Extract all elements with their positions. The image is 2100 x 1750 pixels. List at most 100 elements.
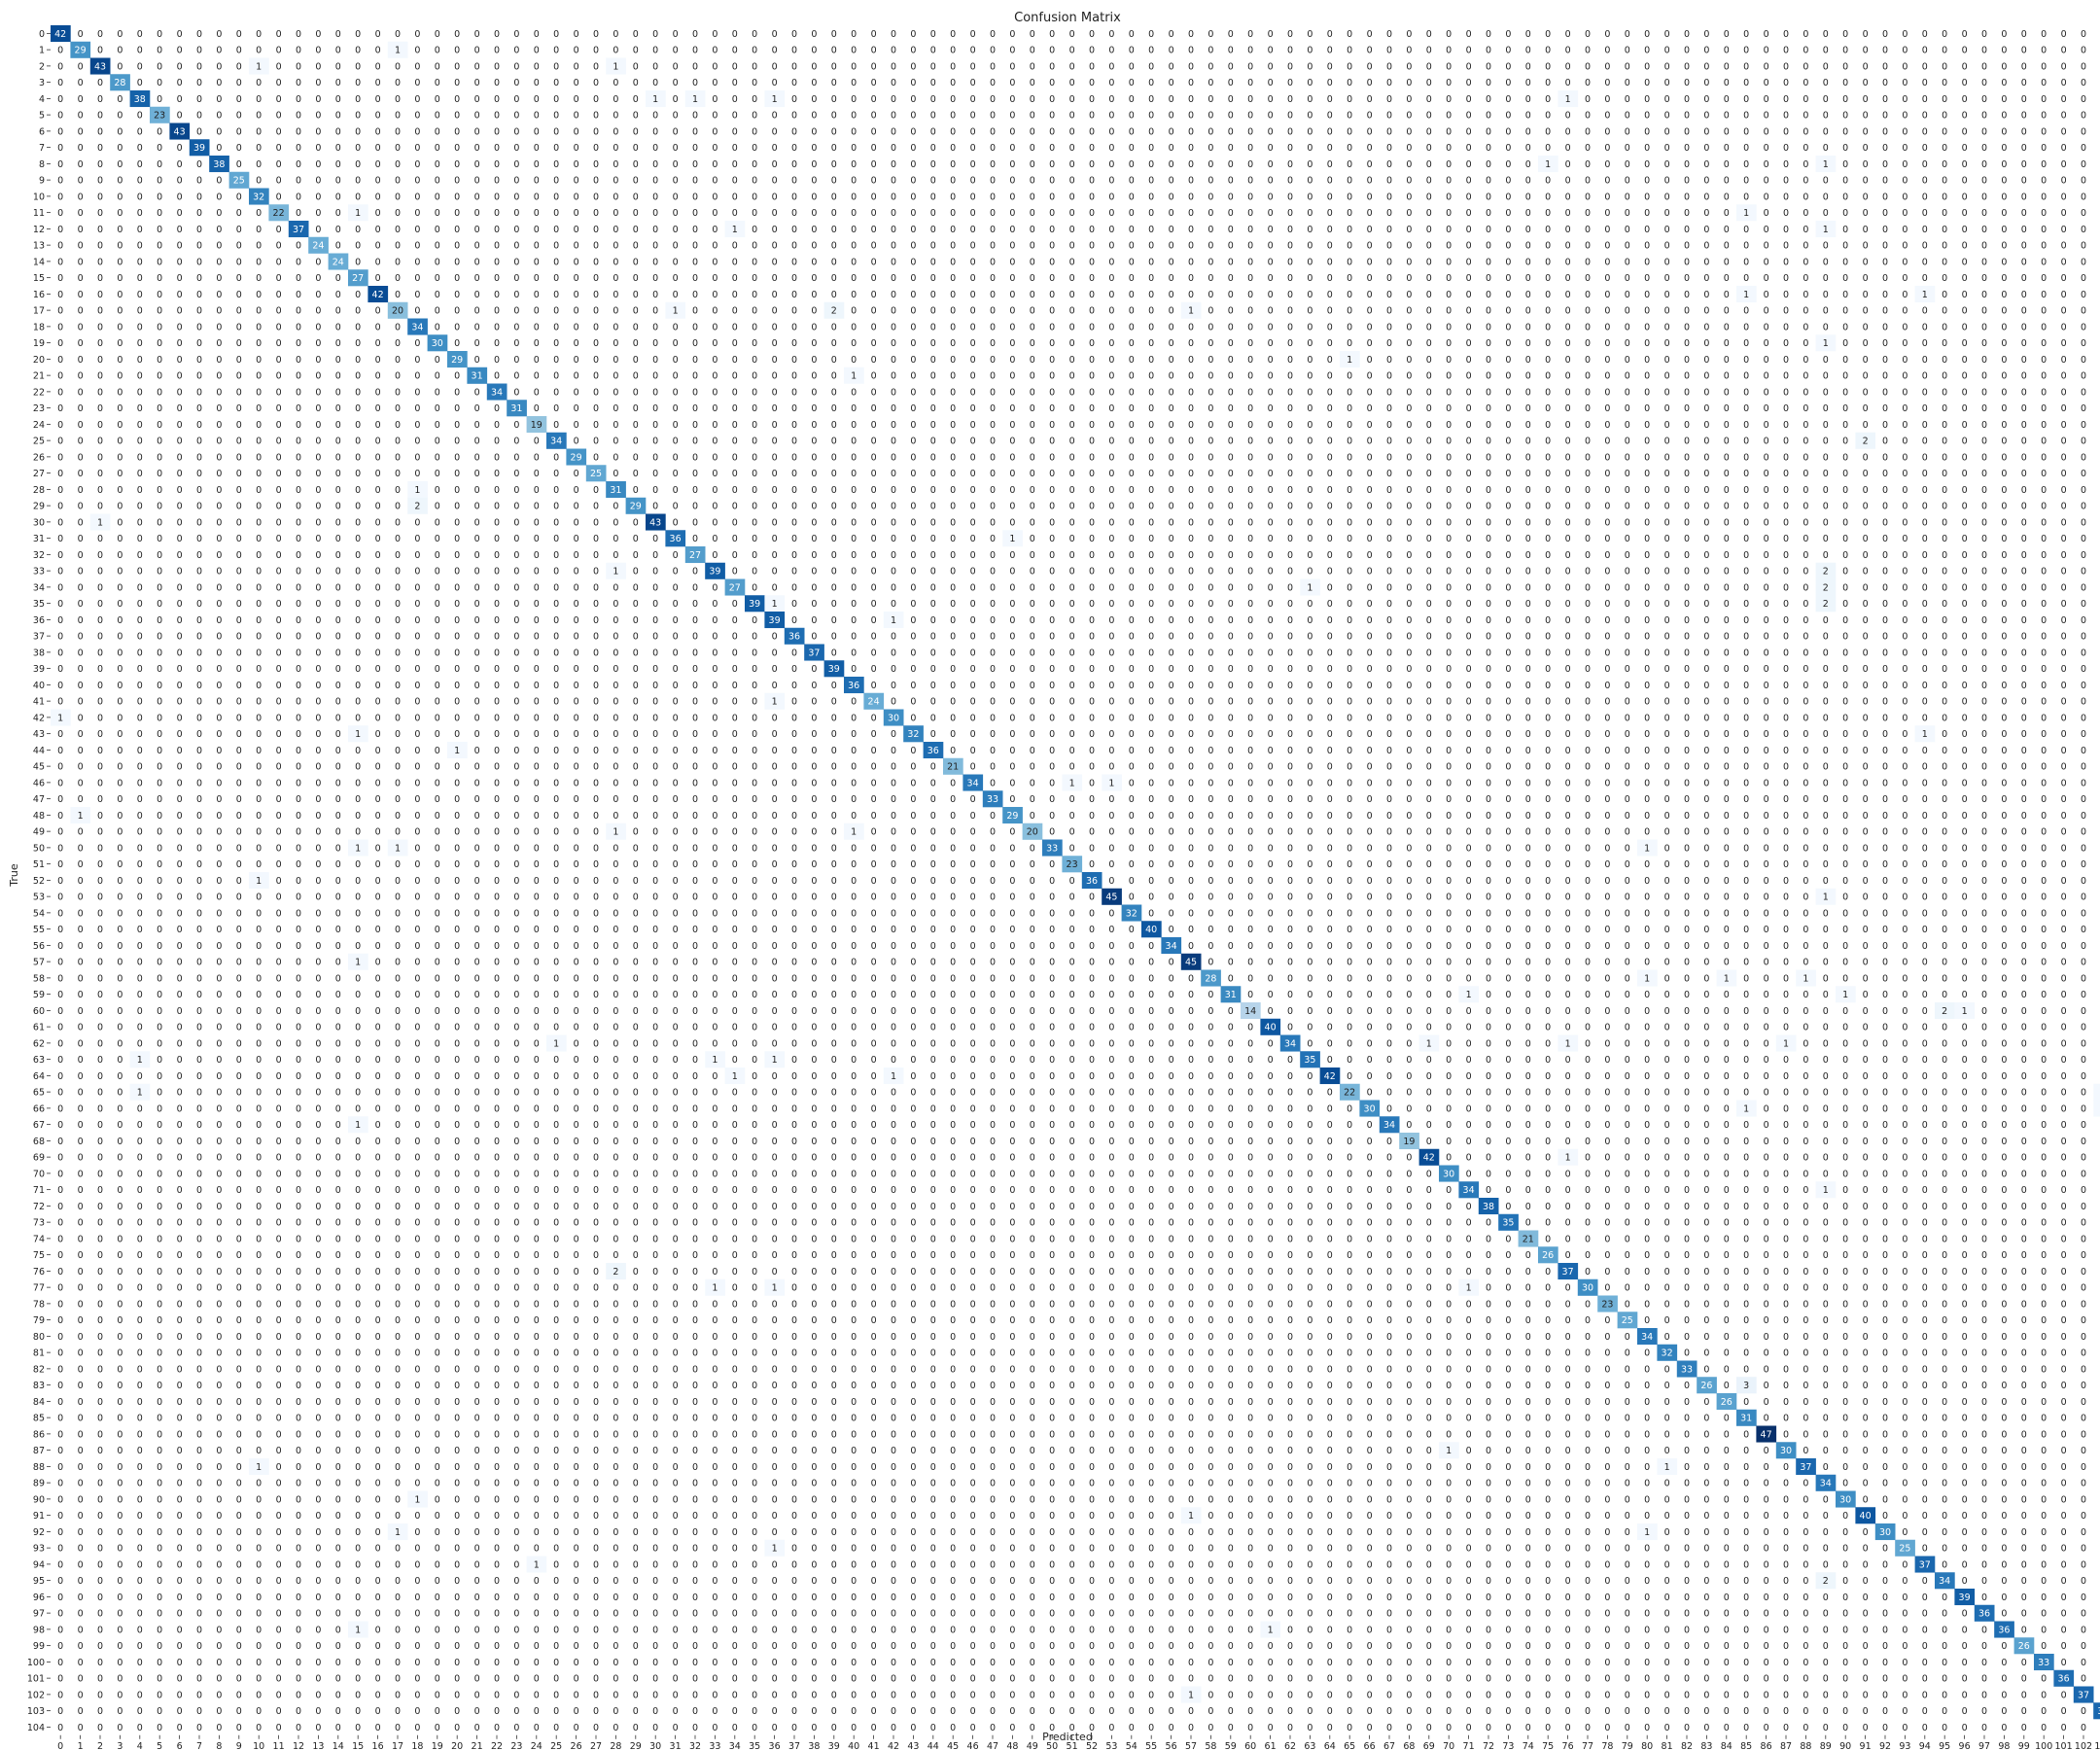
cell-value: 0 <box>1486 729 1491 740</box>
cell-value: 0 <box>1148 338 1154 349</box>
cell-value: 0 <box>652 257 658 267</box>
cell-value: 0 <box>1823 371 1829 382</box>
cell-value: 0 <box>1188 322 1194 332</box>
cell-value: 0 <box>692 420 698 431</box>
cell-value: 0 <box>177 697 183 708</box>
cell-value: 0 <box>474 534 480 544</box>
cell-value: 0 <box>1247 681 1253 691</box>
cell-value: 0 <box>117 599 122 610</box>
cell-value: 0 <box>593 371 599 382</box>
cell-value: 0 <box>930 403 936 414</box>
cell-value: 0 <box>732 387 738 398</box>
cell-value: 0 <box>395 273 401 284</box>
cell-value: 0 <box>1942 257 1947 267</box>
cell-value: 0 <box>692 143 698 154</box>
cell-value: 0 <box>1268 550 1274 561</box>
cell-value: 0 <box>435 94 440 105</box>
cell-value: 0 <box>1287 338 1293 349</box>
cell-value: 0 <box>1743 176 1749 187</box>
cell-value: 0 <box>1525 452 1531 463</box>
cell-value: 0 <box>1684 567 1690 578</box>
cell-value: 0 <box>1208 599 1213 610</box>
cell-value: 0 <box>1049 550 1055 561</box>
cell-value: 0 <box>811 111 817 122</box>
cell-value: 0 <box>236 257 242 267</box>
cell-value: 0 <box>673 615 679 626</box>
cell-value: 0 <box>1049 306 1055 317</box>
cell-value: 0 <box>633 159 639 170</box>
cell-value: 0 <box>1585 387 1591 398</box>
cell-value: 0 <box>1129 257 1135 267</box>
cell-value: 0 <box>454 273 460 284</box>
cell-value: 0 <box>1625 387 1630 398</box>
cell-value: 0 <box>1426 664 1432 675</box>
cell-value: 0 <box>1406 241 1412 252</box>
cell-value: 0 <box>1802 143 1808 154</box>
cell-value: 22 <box>273 208 285 219</box>
cell-value: 0 <box>1129 599 1135 610</box>
cell-value: 0 <box>732 273 738 284</box>
cell-value: 0 <box>732 29 738 40</box>
cell-value: 0 <box>891 485 896 496</box>
cell-value: 0 <box>1169 697 1174 708</box>
cell-value: 0 <box>712 502 718 512</box>
cell-value: 0 <box>117 94 122 105</box>
cell-value: 0 <box>1169 420 1174 431</box>
cell-value: 20 <box>392 306 403 317</box>
cell-value: 0 <box>831 681 837 691</box>
cell-value: 0 <box>296 273 301 284</box>
cell-value: 0 <box>534 681 540 691</box>
cell-value: 0 <box>1228 485 1234 496</box>
cell-value: 0 <box>1545 599 1551 610</box>
cell-value: 0 <box>454 550 460 561</box>
cell-value: 0 <box>1406 567 1412 578</box>
cell-value: 0 <box>1625 208 1630 219</box>
cell-value: 0 <box>1565 192 1571 202</box>
cell-value: 0 <box>1585 290 1591 300</box>
cell-value: 0 <box>633 403 639 414</box>
cell-value: 0 <box>1426 469 1432 479</box>
cell-value: 0 <box>474 517 480 528</box>
cell-value: 0 <box>2061 208 2067 219</box>
cell-value: 0 <box>57 517 63 528</box>
cell-value: 0 <box>2081 159 2086 170</box>
cell-value: 0 <box>1783 371 1789 382</box>
cell-value: 0 <box>772 648 778 658</box>
cell-value: 0 <box>593 159 599 170</box>
cell-value: 0 <box>1089 681 1095 691</box>
cell-value: 0 <box>1703 403 1709 414</box>
cell-value: 0 <box>1406 322 1412 332</box>
cell-value: 0 <box>1545 697 1551 708</box>
cell-value: 0 <box>930 567 936 578</box>
cell-value: 0 <box>1287 452 1293 463</box>
cell-value: 0 <box>1585 257 1591 267</box>
cell-value: 0 <box>1842 126 1848 137</box>
cell-value: 0 <box>1466 567 1472 578</box>
cell-value: 0 <box>1882 550 1888 561</box>
cell-value: 0 <box>97 192 103 202</box>
cell-value: 0 <box>2021 61 2027 72</box>
cell-value: 0 <box>2041 632 2047 643</box>
cell-value: 0 <box>1882 322 1888 332</box>
cell-value: 0 <box>1644 697 1650 708</box>
cell-value: 0 <box>831 225 837 235</box>
cell-value: 0 <box>712 61 718 72</box>
cell-value: 0 <box>1406 502 1412 512</box>
cell-value: 0 <box>574 94 579 105</box>
cell-value: 0 <box>910 437 916 447</box>
cell-value: 0 <box>1962 420 1968 431</box>
cell-value: 0 <box>1108 159 1114 170</box>
cell-value: 0 <box>2001 159 2007 170</box>
cell-value: 0 <box>831 61 837 72</box>
cell-value: 0 <box>1743 225 1749 235</box>
cell-value: 0 <box>1783 403 1789 414</box>
cell-value: 0 <box>2081 176 2086 187</box>
cell-value: 0 <box>930 534 936 544</box>
cell-value: 0 <box>593 273 599 284</box>
cell-value: 0 <box>2001 387 2007 398</box>
cell-value: 0 <box>97 437 103 447</box>
cell-value: 0 <box>513 225 519 235</box>
cell-value: 0 <box>1426 355 1432 366</box>
cell-value: 0 <box>574 78 579 88</box>
cell-value: 0 <box>355 355 361 366</box>
